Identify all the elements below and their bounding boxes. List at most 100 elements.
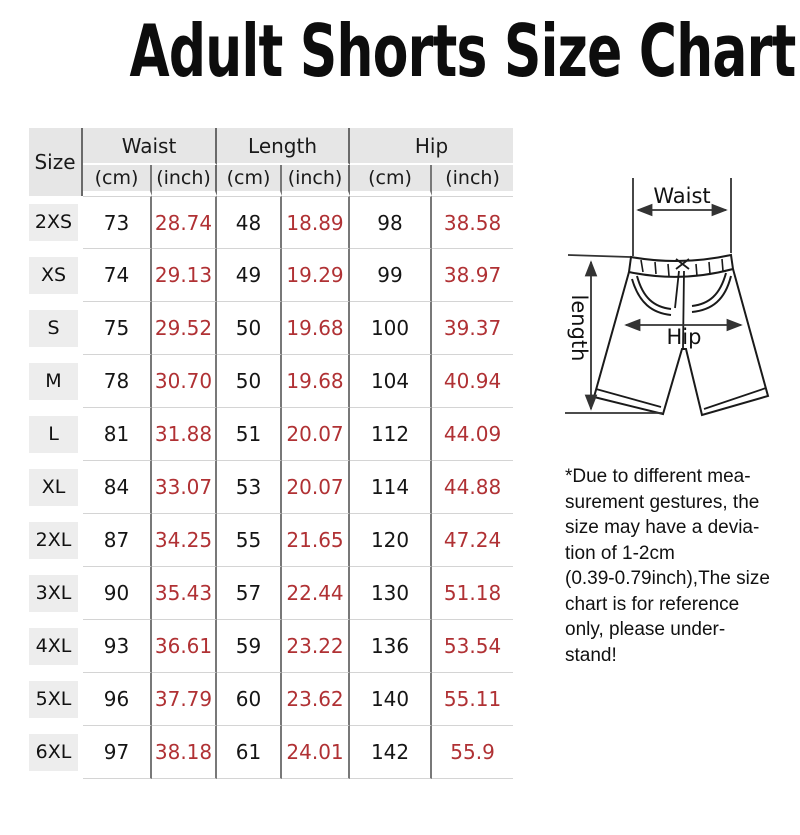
note-line: tion of 1-2cm: [565, 542, 675, 564]
note-line: *Due to different mea-: [565, 466, 751, 487]
cell-length-inch: 19.29: [282, 249, 351, 302]
cell-waist-cm: 90: [83, 567, 152, 620]
table-row: S 75 29.52 50 19.68 100 39.37: [29, 302, 514, 355]
cell-waist-inch: 38.18: [152, 726, 218, 779]
cell-length-cm: 57: [217, 567, 283, 620]
cell-hip-cm: 130: [350, 567, 433, 620]
cell-waist-inch: 30.70: [152, 355, 218, 408]
cell-waist-inch: 35.43: [152, 567, 218, 620]
table-row: 2XL 87 34.25 55 21.65 120 47.24: [29, 514, 514, 567]
size-label: 3XL: [29, 575, 78, 612]
table-row: 3XL 90 35.43 57 22.44 130 51.18: [29, 567, 514, 620]
cell-waist-cm: 75: [83, 302, 152, 355]
size-label: L: [29, 416, 78, 453]
cell-waist-cm: 74: [83, 249, 152, 302]
note-line: stand!: [565, 644, 617, 666]
cell-length-inch: 20.07: [282, 461, 351, 514]
cell-waist-cm: 87: [83, 514, 152, 567]
cell-hip-cm: 142: [350, 726, 433, 779]
cell-length-cm: 53: [217, 461, 283, 514]
cell-hip-inch: 38.97: [432, 249, 514, 302]
hem-lines: [595, 387, 767, 410]
waist-label: Waist: [653, 184, 710, 208]
cell-length-cm: 51: [217, 408, 283, 461]
note-line: size may have a devia-: [565, 517, 760, 538]
cell-hip-inch: 51.18: [432, 567, 514, 620]
cell-hip-cm: 136: [350, 620, 433, 673]
table-row: 2XS 73 28.74 48 18.89 98 38.58: [29, 196, 514, 249]
cell-length-cm: 48: [217, 196, 283, 249]
cell-length-inch: 24.01: [282, 726, 351, 779]
measurement-note: *Due to different mea- surement gestures…: [565, 464, 800, 668]
col-header-waist: Waist: [83, 128, 218, 165]
cell-hip-inch: 40.94: [432, 355, 514, 408]
cell-hip-cm: 120: [350, 514, 433, 567]
size-label: XL: [29, 469, 78, 506]
cell-size: S: [29, 302, 83, 355]
cell-hip-inch: 47.24: [432, 514, 514, 567]
col-header-hip: Hip: [350, 128, 514, 165]
cell-waist-inch: 31.88: [152, 408, 218, 461]
cell-waist-cm: 96: [83, 673, 152, 726]
unit-waist-cm: (cm): [83, 165, 152, 196]
cell-length-cm: 50: [217, 302, 283, 355]
cell-waist-cm: 84: [83, 461, 152, 514]
waistband-stitches: [640, 258, 724, 277]
table-header: Size Waist Length Hip (cm) (inch) (cm) (…: [29, 128, 514, 196]
cell-waist-inch: 33.07: [152, 461, 218, 514]
legs-outline: [592, 268, 770, 417]
cell-hip-inch: 38.58: [432, 196, 514, 249]
size-table: Size Waist Length Hip (cm) (inch) (cm) (…: [29, 128, 514, 779]
cell-waist-cm: 81: [83, 408, 152, 461]
cell-waist-inch: 34.25: [152, 514, 218, 567]
cell-length-inch: 19.68: [282, 355, 351, 408]
length-label: length: [567, 295, 591, 362]
cell-waist-inch: 37.79: [152, 673, 218, 726]
left-pocket: [631, 275, 672, 316]
size-label: M: [29, 363, 78, 400]
hip-label: Hip: [667, 325, 702, 349]
cell-length-cm: 50: [217, 355, 283, 408]
cell-waist-inch: 28.74: [152, 196, 218, 249]
size-label: 2XL: [29, 522, 78, 559]
note-line: (0.39-0.79inch),The size: [565, 568, 770, 589]
cell-hip-cm: 140: [350, 673, 433, 726]
table-row: XL 84 33.07 53 20.07 114 44.88: [29, 461, 514, 514]
note-line: only, please under-: [565, 619, 726, 640]
table-body: 2XS 73 28.74 48 18.89 98 38.58 XS 74 29.…: [29, 196, 514, 779]
unit-length-cm: (cm): [217, 165, 283, 196]
cell-hip-inch: 55.9: [432, 726, 514, 779]
drawstring-cords: [674, 270, 685, 349]
cell-waist-cm: 78: [83, 355, 152, 408]
cell-hip-cm: 100: [350, 302, 433, 355]
cell-waist-inch: 29.13: [152, 249, 218, 302]
table-row: L 81 31.88 51 20.07 112 44.09: [29, 408, 514, 461]
cell-length-cm: 60: [217, 673, 283, 726]
table-row: XS 74 29.13 49 19.29 99 38.97: [29, 249, 514, 302]
cell-length-inch: 18.89: [282, 196, 351, 249]
unit-hip-inch: (inch): [432, 165, 514, 196]
cell-size: 2XS: [29, 196, 83, 249]
cell-hip-inch: 53.54: [432, 620, 514, 673]
waist-extension-lines: [632, 178, 732, 256]
cell-hip-cm: 99: [350, 249, 433, 302]
cell-length-cm: 59: [217, 620, 283, 673]
col-header-size: Size: [29, 128, 83, 196]
size-label: XS: [29, 257, 78, 294]
note-line: surement gestures, the: [565, 491, 760, 513]
header-unit-row: (cm) (inch) (cm) (inch) (cm) (inch): [29, 165, 514, 196]
cell-length-cm: 61: [217, 726, 283, 779]
cell-length-inch: 23.22: [282, 620, 351, 673]
cell-size: 6XL: [29, 726, 83, 779]
measure-lines: [565, 178, 743, 414]
length-measure: [565, 254, 662, 414]
cell-hip-cm: 98: [350, 196, 433, 249]
cell-size: XS: [29, 249, 83, 302]
cell-size: 2XL: [29, 514, 83, 567]
right-pocket: [691, 272, 732, 313]
drawstring-knot: [675, 258, 690, 270]
cell-length-cm: 49: [217, 249, 283, 302]
size-label: 6XL: [29, 734, 78, 771]
unit-waist-inch: (inch): [152, 165, 218, 196]
table-row: M 78 30.70 50 19.68 104 40.94: [29, 355, 514, 408]
